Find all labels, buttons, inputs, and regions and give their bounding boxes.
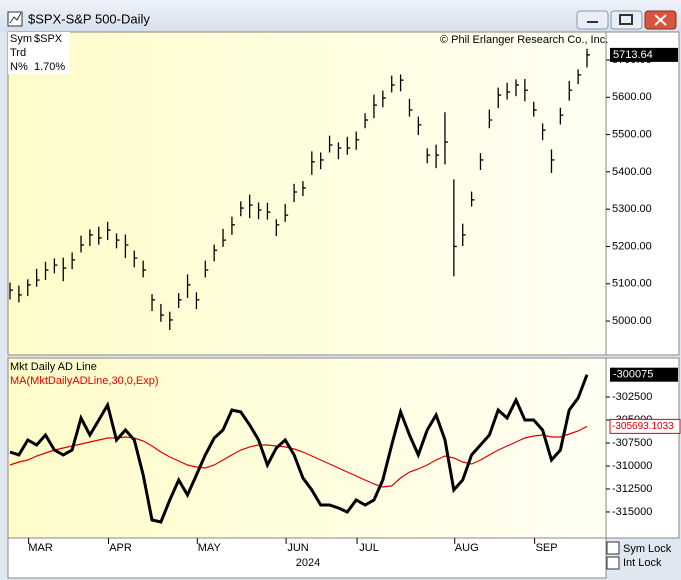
x-tick-label: JUN <box>287 542 308 554</box>
window-title: $SPX-S&P 500-Daily <box>28 11 150 26</box>
y-tick-label: 5500.00 <box>612 128 652 140</box>
maximize-glyph <box>619 14 633 25</box>
checkbox-label: Int Lock <box>623 557 662 569</box>
info-value: 1.70% <box>34 61 65 73</box>
last-value-box <box>609 418 681 434</box>
y-tick-label: -312500 <box>612 483 652 495</box>
series-line <box>9 374 589 524</box>
legend-entry: Mkt Daily AD Line <box>10 361 97 373</box>
info-label: N% <box>10 61 28 73</box>
last-value-label: -300075 <box>613 369 653 381</box>
price-panel <box>7 31 607 356</box>
y-tick-label: -310000 <box>612 460 652 472</box>
x-axis-year: 2024 <box>296 557 320 569</box>
y-tick-label: 5200.00 <box>612 240 652 252</box>
x-tick-label: MAR <box>28 542 53 554</box>
checkbox[interactable] <box>606 541 620 555</box>
y-tick-label: 5000.00 <box>612 315 652 327</box>
info-value: $SPX <box>34 33 63 45</box>
price-axis <box>605 31 680 356</box>
y-tick-label: -307500 <box>612 437 652 449</box>
checkbox[interactable] <box>606 556 620 570</box>
info-label: Trd <box>10 47 26 59</box>
info-box <box>8 32 70 74</box>
minimize-button[interactable] <box>576 10 609 30</box>
window-icon <box>7 11 23 27</box>
y-tick-label: -315000 <box>612 506 652 518</box>
last-value-label: 5713.64 <box>613 49 653 61</box>
checkbox-label: Sym Lock <box>623 543 672 555</box>
x-tick-label: JUL <box>359 542 379 554</box>
y-tick-label: 5100.00 <box>612 278 652 290</box>
last-value-box <box>610 367 678 382</box>
x-tick-label: MAY <box>198 542 222 554</box>
ad-panel <box>7 357 607 539</box>
ad-axis <box>605 357 680 539</box>
last-value-label: -305693.1033 <box>612 421 674 432</box>
time-axis <box>7 537 607 579</box>
legend-entry: MA(MktDailyADLine,30,0,Exp) <box>10 375 159 387</box>
copyright: © Phil Erlanger Research Co., Inc. <box>440 34 608 46</box>
last-value-box <box>610 47 678 62</box>
y-tick-label: 5400.00 <box>612 166 652 178</box>
window-icon-glyph <box>9 12 22 24</box>
x-tick-label: SEP <box>536 542 558 554</box>
title-bar <box>0 0 681 32</box>
close-glyph <box>654 14 667 26</box>
series-line <box>9 425 588 488</box>
x-tick-label: AUG <box>455 542 479 554</box>
maximize-button[interactable] <box>610 10 643 30</box>
y-tick-label: -302500 <box>612 391 652 403</box>
y-tick-label: 5600.00 <box>612 91 652 103</box>
y-tick-label: 5300.00 <box>612 203 652 215</box>
x-tick-label: APR <box>109 542 132 554</box>
info-label: Sym <box>10 33 32 45</box>
